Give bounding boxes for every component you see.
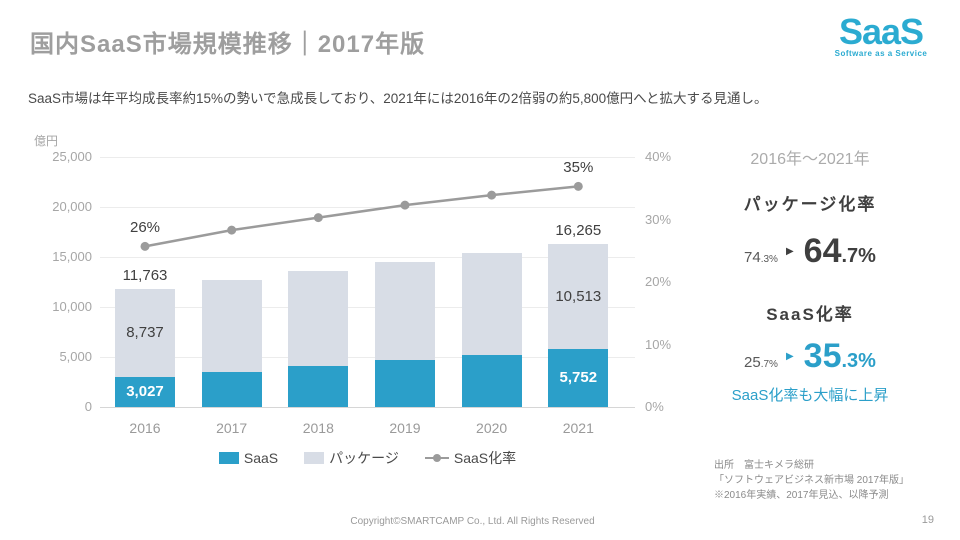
y-axis-tick: 0 (84, 399, 92, 414)
bar-segment-package (288, 271, 349, 366)
saas-rate-to-dec: .3% (841, 350, 876, 372)
panel-caption: SaaS化率も大幅に上昇 (731, 387, 889, 404)
bar-segment-saas (115, 376, 175, 407)
legend-item-ratio: SaaS化率 (424, 448, 517, 468)
legend-label-saas: SaaS (243, 450, 279, 466)
x-axis-tick: 2018 (302, 420, 334, 436)
gridline (100, 207, 635, 208)
legend-label-package: パッケージ (329, 450, 399, 466)
bar-segment-package (374, 262, 435, 360)
bar-package-label: 10,513 (555, 287, 602, 305)
line-ratio-label: 26% (129, 219, 161, 237)
page-number: 19 (921, 514, 934, 526)
legend-swatch-saas (218, 452, 239, 464)
y-axis-unit-label: 億円 (34, 134, 59, 148)
source-note: 出所 富士キメラ総研 「ソフトウェアビジネス新市場 2017年版」 ※2016年… (714, 458, 909, 503)
legend-item-saas: SaaS (218, 450, 279, 466)
source-line-1: 出所 富士キメラ総研 (714, 460, 814, 471)
line-marker-dot (400, 200, 410, 210)
slide-subtitle: SaaS市場は年平均成長率約15%の勢いで急成長しており、2021年には2016… (28, 91, 768, 106)
saas-logo-text: SaaS (838, 11, 924, 52)
y-axis-tick: 25,000 (52, 149, 92, 164)
legend-label-ratio: SaaS化率 (453, 450, 517, 466)
saas-rate-from: 25 (744, 354, 761, 371)
saas-logo: SaaS Software as a Service (826, 12, 936, 58)
bar-segment-saas (461, 354, 522, 407)
bar-segment-package (201, 280, 262, 372)
bar-total-label: 11,763 (122, 267, 168, 285)
legend-swatch-ratio-line (424, 452, 449, 464)
x-axis-tick: 2021 (562, 420, 594, 436)
y-axis-tick: 5,000 (59, 349, 92, 364)
saas-rate-from-dec: .7% (760, 359, 778, 370)
x-axis-tick: 2016 (129, 420, 161, 436)
right-axis-tick: 30% (645, 211, 672, 227)
right-axis-tick: 40% (645, 149, 672, 164)
panel-package-rate-row: 74.3% ▶ 64.7% (700, 232, 920, 271)
saas-logo-tagline: Software as a Service (834, 48, 928, 58)
page-title: 国内SaaS市場規模推移｜2017年版 (30, 31, 426, 58)
bar-segment-saas (201, 371, 262, 407)
y-axis-tick: 15,000 (52, 249, 92, 264)
line-marker-dot (573, 181, 583, 191)
copyright: Copyright©SMARTCAMP Co., Ltd. All Rights… (350, 516, 595, 527)
legend-swatch-package (304, 452, 325, 464)
panel-saas-rate-title: SaaS化率 (766, 305, 854, 324)
line-ratio-label: 35% (563, 159, 594, 177)
package-rate-from: 74 (744, 249, 761, 266)
panel-period: 2016年〜2021年 (750, 151, 870, 168)
x-axis-tick: 2020 (476, 420, 508, 436)
line-marker-dot (140, 241, 150, 251)
gridline (100, 357, 635, 358)
package-rate-to: 64 (803, 232, 842, 270)
right-axis-tick: 10% (645, 336, 672, 352)
source-line-2: 「ソフトウェアビジネス新市場 2017年版」 (714, 475, 910, 486)
panel-saas-rate-row: 25.7% ▶ 35.3% (700, 337, 920, 376)
bar-segment-saas (548, 349, 609, 407)
gridline (100, 407, 635, 408)
bar-segment-saas (374, 360, 435, 407)
bar-segment-package (115, 289, 175, 377)
package-rate-to-dec: .7% (841, 245, 876, 267)
bar-saas-label: 5,752 (559, 369, 598, 387)
bar-saas-label: 3,027 (126, 382, 164, 400)
y-axis-tick: 10,000 (52, 299, 92, 314)
bar-segment-package (548, 244, 609, 350)
arrow-right-icon: ▶ (785, 246, 794, 257)
chart-legend: SaaS パッケージ SaaS化率 (100, 448, 635, 468)
bar-segment-saas (288, 366, 349, 407)
panel-package-rate-title: パッケージ化率 (743, 195, 877, 214)
x-axis-tick: 2019 (389, 420, 421, 436)
y-axis-tick: 20,000 (52, 199, 92, 214)
saas-rate-to: 35 (803, 337, 842, 375)
bar-package-label: 8,737 (126, 324, 164, 342)
package-rate-from-dec: .3% (760, 254, 778, 265)
gridline (100, 307, 635, 308)
x-axis-tick: 2017 (216, 420, 248, 436)
bar-total-label: 16,265 (555, 222, 602, 240)
right-axis-tick: 0% (645, 399, 664, 414)
gridline (100, 257, 635, 258)
line-marker-dot (487, 190, 497, 200)
right-axis-tick: 20% (645, 274, 672, 289)
source-line-3: ※2016年実績、2017年見込、以降予測 (714, 490, 889, 501)
arrow-right-icon: ▶ (785, 351, 794, 362)
line-marker-dot (227, 225, 237, 235)
line-marker-dot (313, 213, 323, 223)
bar-segment-package (461, 253, 522, 355)
legend-item-package: パッケージ (304, 448, 399, 468)
gridline (100, 157, 635, 158)
